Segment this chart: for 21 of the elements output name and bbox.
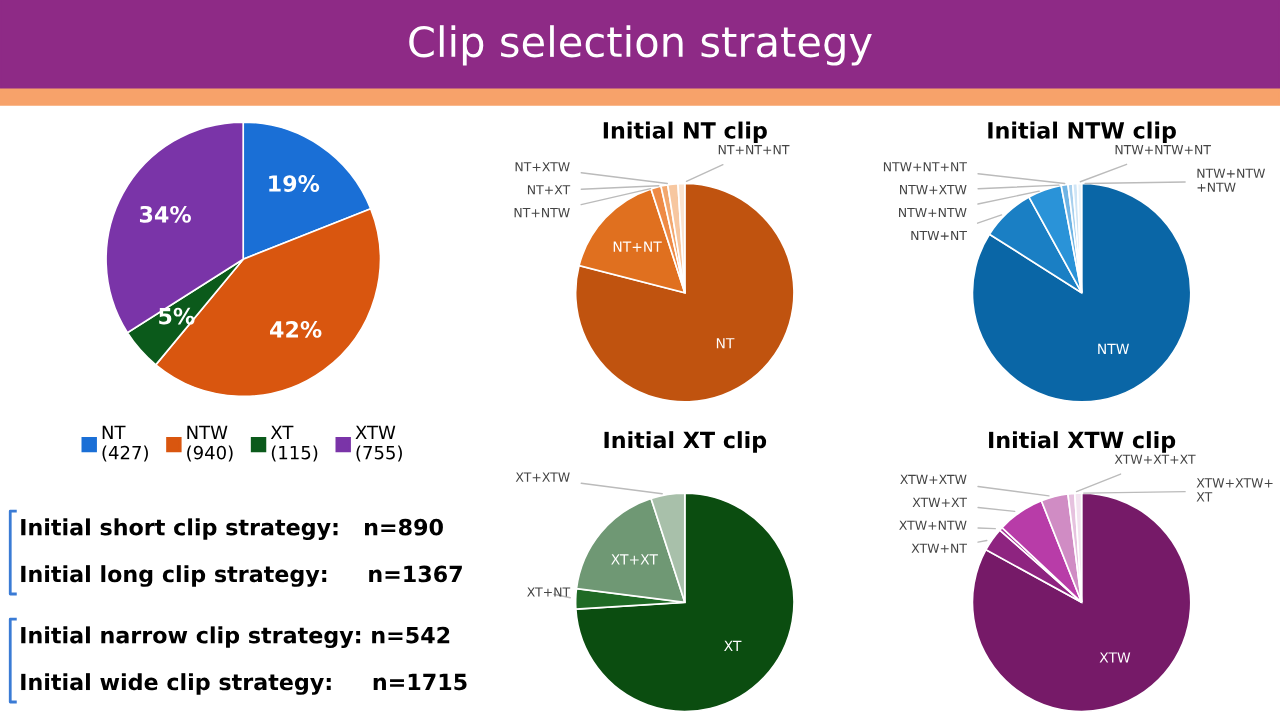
pie-slice xyxy=(971,182,1192,403)
pie-slice xyxy=(574,182,795,403)
legend-label: NTW (940) xyxy=(187,425,233,462)
pie-slice xyxy=(575,492,795,713)
text: Initial wide clip strategy: n=1715 xyxy=(21,673,467,695)
text: Initial narrow clip strategy: n=542 xyxy=(21,626,450,649)
data-label: 42% xyxy=(270,320,322,338)
text: Initial short clip strategy: n=890 xyxy=(21,518,443,541)
data-label: 19% xyxy=(269,175,320,192)
pie-slice xyxy=(971,492,1192,713)
legend-label: XT (115) xyxy=(270,425,318,462)
chart-title: Initial XT clip xyxy=(604,431,767,453)
chart-title: Initial XTW clip xyxy=(989,431,1176,453)
text: Clip selection strategy xyxy=(409,25,872,66)
chart-title: Initial NTW clip xyxy=(988,121,1176,144)
text: Initial long clip strategy: n=1367 xyxy=(21,565,462,587)
legend-label: XTW (755) xyxy=(355,425,402,462)
data-label: 5% xyxy=(159,307,195,325)
chart-title: Initial NT clip xyxy=(603,121,767,144)
data-label: 34% xyxy=(139,205,191,223)
legend-label: NT (427) xyxy=(102,425,148,462)
